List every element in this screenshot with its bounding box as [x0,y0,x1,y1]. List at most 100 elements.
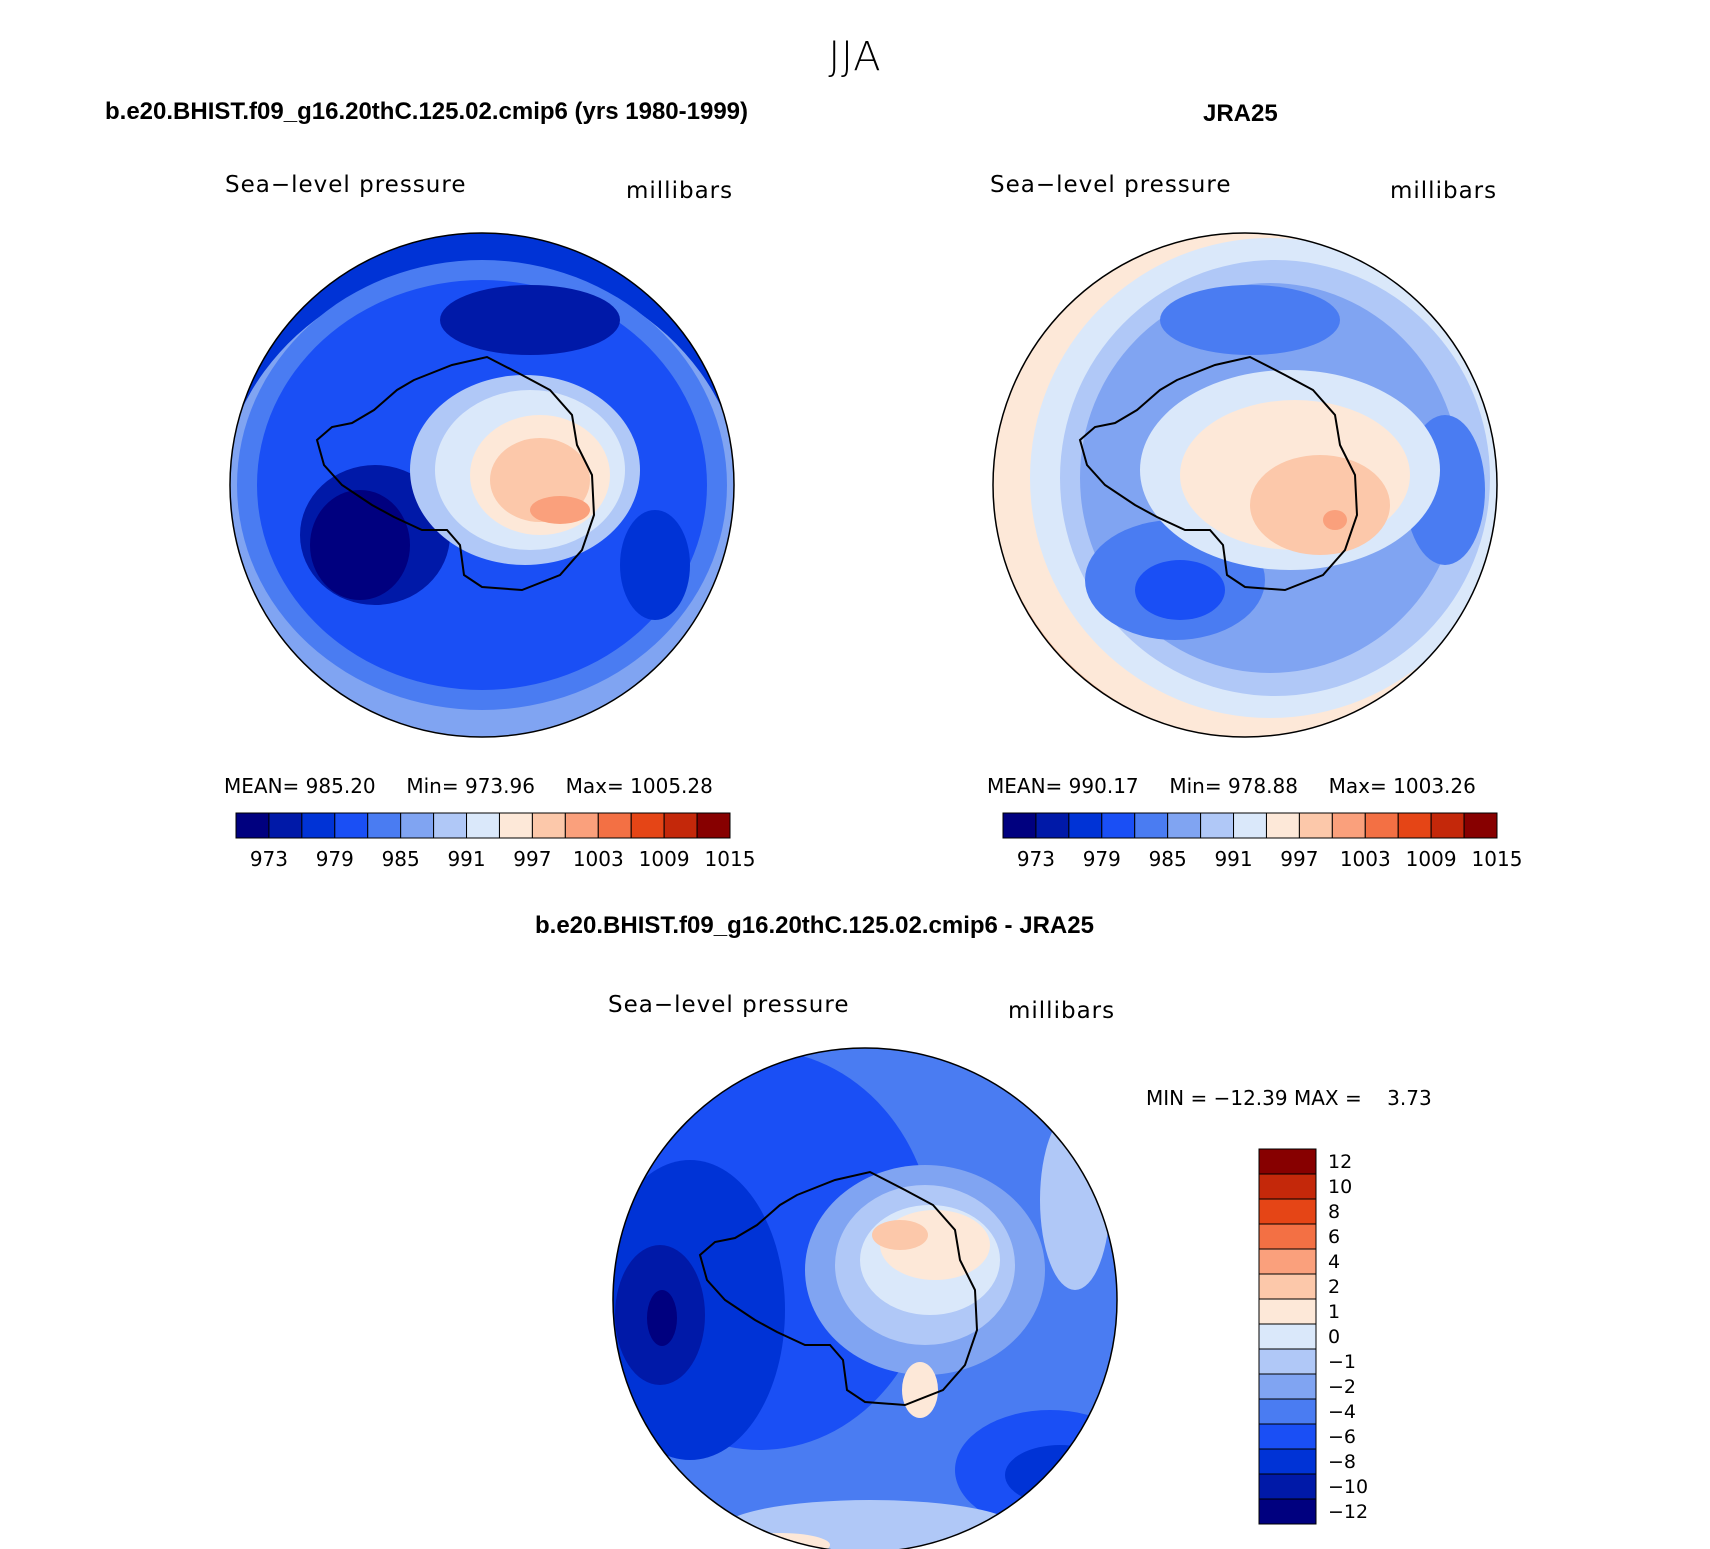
difference-heading: b.e20.BHIST.f09_g16.20thC.125.02.cmip6 -… [535,912,1094,939]
map-a-contour-14 [530,496,590,524]
cbar-b-swatch-3 [1101,812,1136,839]
obs-max-label: Max= [1328,774,1387,798]
model-max-label: Max= [565,774,624,798]
cbar-b-swatch-12 [1397,812,1432,839]
difference-colorbar-swatch-0 [1258,1148,1317,1175]
cbar-a-swatch-13 [663,812,698,839]
difference-colorbar-swatch-12 [1258,1448,1317,1475]
cbar-a-swatch-6 [433,812,468,839]
cbar-b-tick-label: 985 [1149,847,1187,871]
difference-colorbar-swatch-8 [1258,1348,1317,1375]
cbar-a-swatch-7 [466,812,500,839]
difference-colorbar-tick-label: 1 [1328,1301,1340,1323]
cbar-a-tick-label: 979 [316,847,354,871]
map-c-contour-7 [1040,1110,1110,1290]
cbar-a-swatch-10 [564,812,599,839]
cbar-b-swatch-7 [1233,812,1267,839]
difference-colorbar-tick-label: 12 [1328,1151,1352,1173]
cbar-b-swatch-14 [1463,812,1498,839]
model-slp-map [230,233,734,737]
cbar-b-swatch-1 [1035,812,1070,839]
map-a-contour-7 [310,490,410,600]
cbar-a-tick-label: 1015 [705,847,756,871]
difference-colorbar-swatch-4 [1258,1248,1317,1275]
cbar-a-swatch-11 [597,812,632,839]
cbar-b-swatch-5 [1167,812,1202,839]
difference-colorbar-tick-label: 2 [1328,1276,1340,1298]
cbar-b-tick-label: 973 [1017,847,1055,871]
cbar-a-swatch-9 [531,812,566,839]
map-c-contour-13 [902,1362,938,1418]
cbar-a-tick-label: 1003 [573,847,624,871]
obs-min-value: 978.88 [1227,774,1298,798]
obs-slp-map [993,233,1497,737]
difference-colorbar-tick-label: −8 [1328,1451,1356,1473]
difference-colorbar-tick-label: −10 [1328,1476,1368,1498]
obs-mean-value: 990.17 [1068,774,1139,798]
cbar-a-tick-label: 997 [513,847,551,871]
cbar-b-swatch-6 [1200,812,1235,839]
cbar-b-swatch-9 [1298,812,1333,839]
difference-slp-map [613,1048,1117,1549]
difference-colorbar-tick-label: 8 [1328,1201,1340,1223]
cbar-a-tick-label: 991 [447,847,485,871]
map-a-contour-8 [440,285,620,355]
model-units-label: millibars [626,178,734,204]
cbar-b-swatch-2 [1068,812,1103,839]
map-c-contour-12 [872,1220,928,1250]
cbar-a-swatch-4 [367,812,402,839]
difference-colorbar-swatch-13 [1258,1473,1317,1500]
obs-map-boundary [992,232,1498,738]
model-mean-label: MEAN= [224,774,300,798]
cbar-a-swatch-3 [334,812,369,839]
model-min-label: Min= [406,774,459,798]
cbar-a-swatch-14 [696,812,731,839]
difference-colorbar-swatch-14 [1258,1498,1317,1525]
difference-colorbar-tick-label: 10 [1328,1176,1352,1198]
model-panel-heading: b.e20.BHIST.f09_g16.20thC.125.02.cmip6 (… [105,98,749,125]
cbar-a-swatch-5 [400,812,435,839]
cbar-a-swatch-8 [498,812,533,839]
cbar-b-swatch-11 [1364,812,1399,839]
cbar-b-tick-label: 979 [1083,847,1121,871]
cbar-b-tick-label: 997 [1280,847,1318,871]
map-c-contour-4 [647,1290,677,1346]
cbar-b-tick-label: 1015 [1472,847,1523,871]
difference-colorbar-tick-label: −12 [1328,1501,1368,1523]
difference-colorbar-tick-label: 4 [1328,1251,1340,1273]
obs-stats: MEAN= 990.17 Min= 978.88 Max= 1003.26 [987,774,1476,798]
difference-colorbar-swatch-11 [1258,1423,1317,1450]
model-mean-value: 985.20 [305,774,376,798]
obs-panel-heading: JRA25 [1203,100,1278,127]
map-c-contour-6 [1005,1445,1115,1505]
map-c-coastline [698,1170,979,1407]
difference-colorbar-swatch-10 [1258,1398,1317,1425]
page-title: JJA [828,34,882,80]
map-a-contour-9 [620,510,690,620]
cbar-b-tick-label: 991 [1214,847,1252,871]
difference-colorbar-tick-label: −2 [1328,1376,1356,1398]
obs-colorbar: 973 979 985 991 997 1003 1009 1015 [1002,812,1523,871]
map-b-contour-11 [1250,455,1390,555]
difference-variable-label: Sea−level pressure [608,992,850,1018]
difference-colorbar-tick-label: −4 [1328,1401,1356,1423]
difference-colorbar-swatch-3 [1258,1223,1317,1250]
cbar-b-swatch-4 [1134,812,1169,839]
cbar-a-swatch-12 [630,812,665,839]
map-b-coastline [1078,355,1359,592]
cbar-b-tick-label: 1009 [1406,847,1457,871]
difference-colorbar-swatch-9 [1258,1373,1317,1400]
difference-map-boundary [612,1047,1118,1549]
difference-stats: MIN = −12.39 MAX = 3.73 [1146,1086,1432,1110]
cbar-a-swatch-0 [235,812,270,839]
obs-units-label: millibars [1390,178,1498,204]
map-a-coastline [315,355,596,592]
map-b-contour-5 [1160,285,1340,355]
difference-colorbar-swatch-7 [1258,1323,1317,1350]
cbar-a-tick-label: 1009 [639,847,690,871]
obs-variable-label: Sea−level pressure [990,172,1232,198]
difference-colorbar-swatch-6 [1258,1298,1317,1325]
cbar-b-swatch-8 [1265,812,1300,839]
cbar-a-swatch-1 [268,812,303,839]
